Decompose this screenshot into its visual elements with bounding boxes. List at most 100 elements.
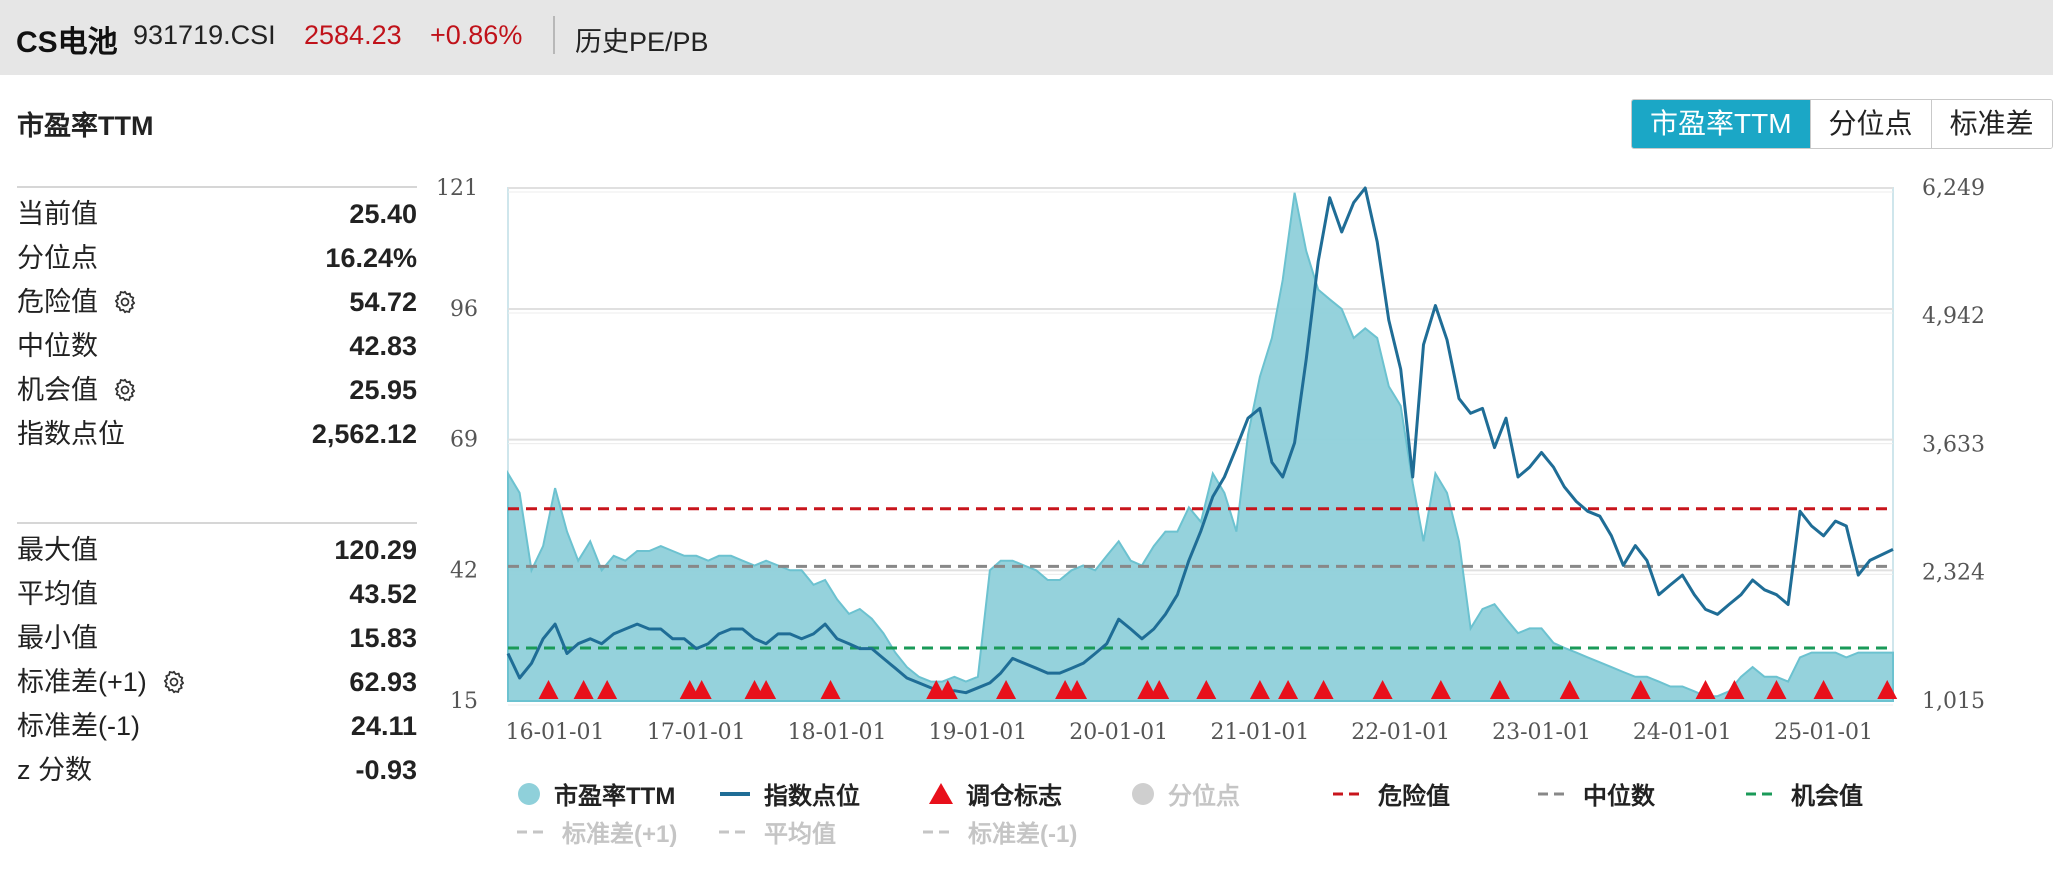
stat-value: 42.83 [349,331,417,361]
legend-label: 危险值 [1378,783,1450,810]
rebalance-marker [1196,680,1217,699]
rebalance-marker [820,680,841,699]
stat-max: 最大值 120.29 [17,528,417,572]
stat-label: 当前值 [17,199,98,229]
stat-label-text: 标准差(+1) [17,667,147,697]
y-left-tick-label: 42 [450,558,478,583]
y-right-tick-label: 1,015 [1922,689,1985,714]
divider [17,186,417,188]
circle-icon [518,782,540,805]
index-name: CS电池 [16,26,118,59]
stat-mean: 平均值 43.52 [17,572,417,616]
legend-danger[interactable]: 危险值 [1332,776,1450,811]
x-tick-label: 24-01-01 [1633,720,1732,745]
section-title: 市盈率TTM [17,111,154,141]
legend-rebalance-marker[interactable]: 调仓标志 [928,776,1062,811]
rebalance-marker [1724,680,1745,699]
stats-history-panel: 最大值 120.29 平均值 43.52 最小值 15.83 标准差(+1) 62.93… [17,522,417,792]
header-bar: CS电池 931719.CSI 2584.23 +0.86% 历史PE/PB [0,0,2053,75]
stat-index-level: 指数点位 2,562.12 [17,412,417,456]
legend-opportunity[interactable]: 机会值 [1745,776,1863,811]
history-pe-pb-link[interactable]: 历史PE/PB [575,27,709,57]
line-icon [720,791,750,796]
y-left-tick-label: 69 [450,428,478,453]
rebalance-marker [691,680,712,699]
y-left-tick-label: 15 [450,689,478,714]
stat-value: 25.40 [349,199,417,229]
y-right-tick-label: 6,249 [1922,176,1985,201]
rebalance-marker [1278,680,1299,699]
circle-icon [1132,782,1154,805]
stat-std-minus: 标准差(-1) 24.11 [17,704,417,748]
dash-line-icon [517,830,549,833]
rebalance-marker [996,680,1017,699]
stat-value: 15.83 [349,623,417,653]
stat-opportunity-value: 机会值 25.95 [17,368,417,412]
index-code: 931719.CSI [133,20,276,50]
rebalance-marker [756,680,777,699]
tab-std-dev[interactable]: 标准差 [1930,100,2052,148]
stat-z-score: z 分数 -0.93 [17,748,417,792]
stat-label-text: 危险值 [17,287,98,317]
legend-label: 中位数 [1583,783,1655,810]
gear-icon[interactable] [112,289,138,315]
x-tick-label: 21-01-01 [1210,720,1309,745]
tab-pe-ttm[interactable]: 市盈率TTM [1632,100,1810,148]
rebalance-marker [937,680,958,699]
stat-label: 最小值 [17,623,98,653]
legend-mean[interactable]: 平均值 [718,814,836,849]
rebalance-marker [538,680,559,699]
rebalance-marker [597,680,618,699]
gear-icon[interactable] [161,669,187,695]
x-tick-label: 23-01-01 [1492,720,1591,745]
x-tick-label: 17-01-01 [647,720,746,745]
stat-label: 中位数 [17,331,98,361]
legend-pe-ttm[interactable]: 市盈率TTM [516,776,675,811]
index-level-line [506,186,1894,695]
pe-chart[interactable]: 121 96 69 42 15 6,249 4,942 3,633 2,324 1,015 16-0… [0,160,2053,775]
legend-label: 平均值 [764,821,836,848]
tab-percentile[interactable]: 分位点 [1809,100,1931,148]
x-tick-label: 20-01-01 [1069,720,1168,745]
rebalance-marker [1630,680,1651,699]
stat-median: 中位数 42.83 [17,324,417,368]
triangle-icon [929,782,953,804]
rebalance-marker [1067,680,1088,699]
rebalance-marker [1313,680,1334,699]
y-right-tick-label: 2,324 [1922,561,1985,586]
rebalance-marker [1766,680,1787,699]
stat-value: 24.11 [350,711,417,741]
rebalance-marker [1813,680,1834,699]
stat-label: z 分数 [17,755,93,785]
legend-std-plus[interactable]: 标准差(+1) [516,814,677,849]
stat-std-plus: 标准差(+1) 62.93 [17,660,417,704]
legend-index-level[interactable]: 指数点位 [718,776,860,811]
y-right-tick-label: 4,942 [1922,304,1985,329]
legend-label: 分位点 [1168,783,1240,810]
index-change: +0.86% [430,20,523,50]
rebalance-marker [1249,680,1270,699]
legend-std-minus[interactable]: 标准差(-1) [922,814,1077,849]
rebalance-marker [1489,680,1510,699]
dash-line-icon [923,830,955,833]
dash-line-icon [1333,792,1365,795]
gear-icon[interactable] [112,377,138,403]
index-price: 2584.23 [304,20,402,50]
y-left-tick-label: 96 [450,297,478,322]
stat-label: 指数点位 [17,419,125,449]
stat-value: 16.24% [325,243,417,273]
stat-value: 2,562.12 [311,419,417,449]
stat-value: 43.52 [349,579,417,609]
legend-median[interactable]: 中位数 [1537,776,1655,811]
dash-line-icon [1746,792,1778,795]
x-tick-label: 18-01-01 [788,720,887,745]
stat-label: 平均值 [17,579,98,609]
stat-value: -0.93 [355,755,417,785]
legend-label: 标准差(+1) [562,821,678,848]
rebalance-marker [1430,680,1451,699]
stat-danger-value: 危险值 54.72 [17,280,417,324]
stat-value: 25.95 [349,375,417,405]
legend-label: 机会值 [1791,783,1863,810]
legend-label: 市盈率TTM [554,783,676,810]
legend-percentile[interactable]: 分位点 [1130,776,1240,811]
